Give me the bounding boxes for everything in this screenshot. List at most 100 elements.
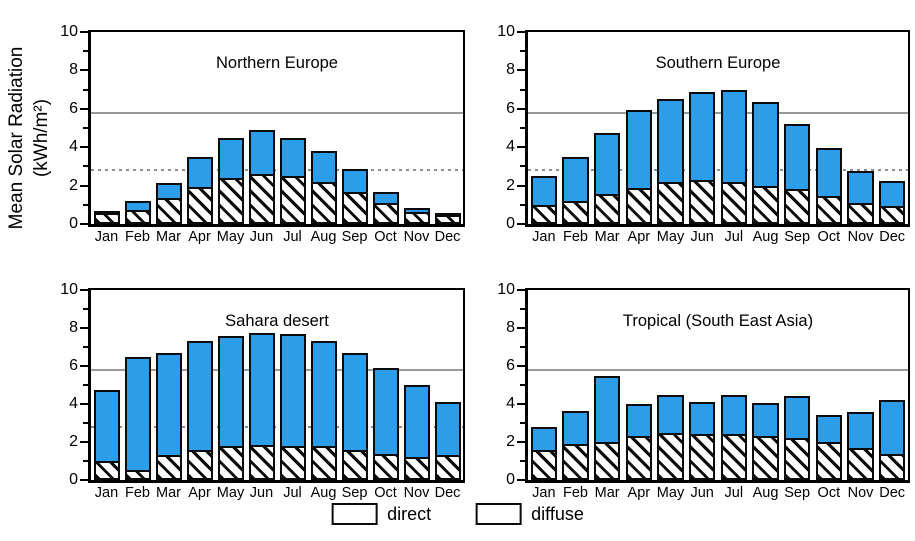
month-label: Jul bbox=[724, 229, 744, 245]
month-label: Oct bbox=[374, 485, 397, 501]
bar-segment-direct bbox=[688, 91, 716, 182]
bar-segment-direct bbox=[657, 99, 684, 184]
plot-area: Tropical (South East Asia) 0 2 4 6 8 10 Jan Feb… bbox=[497, 282, 910, 501]
y-tick-major bbox=[517, 403, 525, 405]
bar-segment-direct bbox=[403, 385, 430, 460]
bar-segment-direct bbox=[783, 124, 811, 192]
bar-segment-diffuse bbox=[847, 447, 874, 480]
y-tick-minor bbox=[520, 422, 525, 424]
bar-segment-direct bbox=[155, 182, 182, 201]
y-tick-minor bbox=[83, 88, 88, 91]
bar-segment-diffuse bbox=[217, 177, 244, 224]
y-tick-major bbox=[80, 184, 88, 187]
bar-segment-direct bbox=[93, 210, 120, 216]
y-tick-minor bbox=[83, 346, 88, 348]
y-tick-label: 2 bbox=[506, 176, 515, 194]
reference-line-solid bbox=[528, 368, 908, 371]
y-tick-major bbox=[517, 327, 525, 329]
bar-segment-diffuse bbox=[562, 200, 589, 224]
month-label: Oct bbox=[374, 229, 397, 245]
bar-segment-diffuse bbox=[248, 174, 275, 224]
y-tick-minor bbox=[520, 50, 525, 53]
y-tick-minor bbox=[83, 308, 88, 310]
bar-segment-direct bbox=[720, 394, 748, 437]
bar-segment-direct bbox=[530, 426, 558, 452]
y-tick-label: 8 bbox=[506, 319, 515, 336]
plot-area: Sahara desert 0 2 4 6 8 10 Jan Feb Mar Apr May Jun J… bbox=[60, 282, 465, 501]
bar-segment-direct bbox=[155, 352, 182, 458]
y-tick-label: 4 bbox=[69, 138, 78, 156]
y-tick-major bbox=[517, 365, 525, 367]
bar-segment-direct bbox=[562, 156, 589, 203]
month-label: Jan bbox=[94, 229, 119, 245]
bar-segment-direct bbox=[847, 411, 874, 450]
month-label: Nov bbox=[847, 485, 874, 501]
bar-segment-direct bbox=[783, 396, 811, 441]
y-tick-label: 10 bbox=[60, 281, 78, 298]
y-tick-label: 8 bbox=[506, 61, 515, 79]
y-axis-label: Mean Solar Radiation (kWh/m²) bbox=[4, 28, 60, 248]
bar-segment-diffuse bbox=[783, 438, 811, 480]
y-tick-major bbox=[80, 327, 88, 329]
y-tick-major bbox=[80, 31, 88, 33]
y-tick-minor bbox=[520, 203, 525, 206]
bar-segment-diffuse bbox=[310, 181, 337, 224]
bar-segment-diffuse bbox=[593, 194, 621, 224]
month-label: Oct bbox=[817, 229, 841, 245]
bar-segment-direct bbox=[720, 89, 748, 184]
bar-segment-diffuse bbox=[752, 185, 779, 224]
bar-segment-direct bbox=[372, 367, 399, 457]
bar-segment-diffuse bbox=[217, 445, 244, 480]
bar-segment-direct bbox=[815, 148, 843, 199]
y-tick-major bbox=[80, 107, 88, 110]
month-label: May bbox=[216, 229, 245, 245]
y-tick-label: 0 bbox=[506, 471, 515, 488]
bar-segment-diffuse bbox=[530, 204, 558, 224]
bar-segment-direct bbox=[530, 176, 558, 207]
y-tick-major bbox=[517, 184, 525, 187]
chart-tropical-sea: Tropical (South East Asia) 0 2 4 6 8 10 Jan Feb… bbox=[497, 282, 910, 501]
bar-segment-direct bbox=[186, 341, 213, 452]
bar-segment-direct bbox=[372, 192, 399, 205]
month-label: Dec bbox=[434, 229, 461, 245]
bar-segment-diffuse bbox=[93, 461, 120, 480]
bar-segment-diffuse bbox=[783, 189, 811, 224]
legend-diffuse-swatch bbox=[475, 503, 522, 525]
bar-segment-direct bbox=[279, 137, 306, 178]
y-tick-label: 0 bbox=[69, 471, 78, 488]
bar-segment-diffuse bbox=[530, 449, 558, 480]
chart-northern-europe: Northern Europe 0 2 4 6 8 10 Jan Feb Mar Apr May Ju… bbox=[60, 24, 465, 245]
month-label: Aug bbox=[310, 229, 337, 245]
chart-title: Sahara desert bbox=[225, 312, 329, 330]
bar-segment-direct bbox=[341, 169, 368, 195]
y-tick-minor bbox=[83, 127, 88, 129]
reference-line-solid bbox=[528, 111, 908, 114]
month-label: May bbox=[216, 485, 245, 501]
bar-segment-diffuse bbox=[310, 445, 337, 480]
bar-segment-direct bbox=[878, 180, 906, 208]
y-tick-minor bbox=[520, 127, 525, 129]
bar-segment-direct bbox=[341, 352, 368, 452]
y-tick-major bbox=[80, 479, 88, 481]
month-label: Aug bbox=[752, 485, 779, 501]
bar-segment-direct bbox=[593, 375, 621, 444]
y-tick-major bbox=[80, 146, 88, 149]
bar-segment-direct bbox=[878, 400, 906, 457]
y-tick-major bbox=[517, 289, 525, 291]
bar-segment-direct bbox=[186, 156, 213, 189]
month-label: Sep bbox=[784, 485, 811, 501]
y-tick-label: 6 bbox=[506, 357, 515, 374]
bar-segment-direct bbox=[124, 200, 151, 212]
bar-segment-direct bbox=[752, 403, 779, 439]
month-label: Dec bbox=[879, 229, 906, 245]
y-tick-label: 2 bbox=[506, 433, 515, 450]
y-tick-minor bbox=[520, 384, 525, 386]
y-tick-major bbox=[517, 223, 525, 225]
bar-segment-direct bbox=[688, 402, 716, 437]
reference-line-dotted bbox=[91, 425, 463, 428]
bar-segment-diffuse bbox=[657, 181, 684, 224]
bar-segment-direct bbox=[279, 333, 306, 448]
bar-segment-direct bbox=[593, 132, 621, 197]
month-label: Nov bbox=[403, 229, 430, 245]
